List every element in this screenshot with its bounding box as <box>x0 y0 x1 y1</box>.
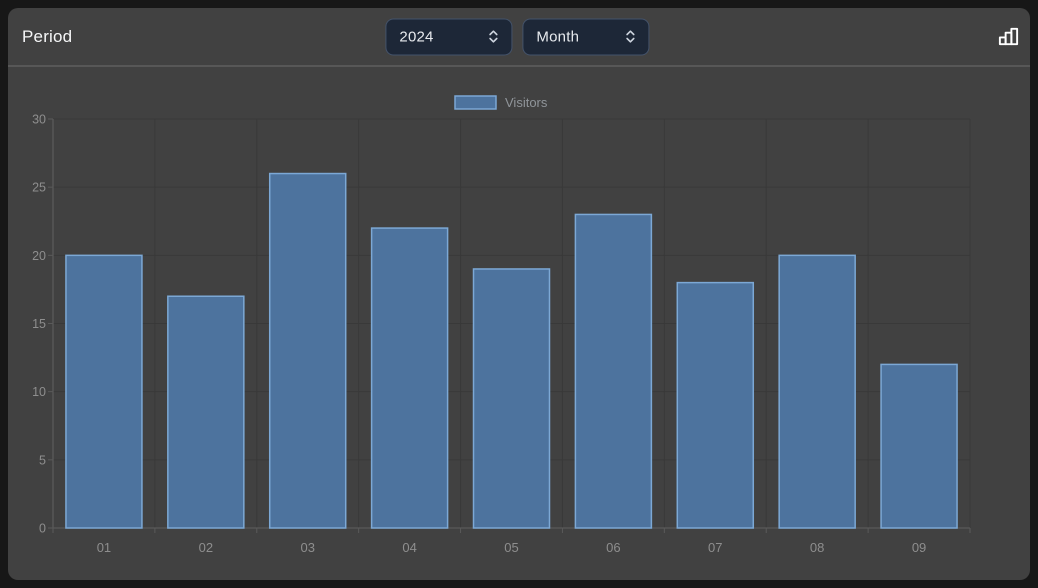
x-axis-tick-label: 04 <box>402 540 416 555</box>
x-axis-tick-label: 07 <box>708 540 722 555</box>
y-axis-tick-label: 30 <box>32 113 46 127</box>
y-axis-tick-label: 20 <box>32 249 46 263</box>
year-select-value: 2024 <box>399 28 434 45</box>
bar-03 <box>268 172 347 529</box>
x-axis-tick-label: 09 <box>912 540 926 555</box>
chevrons-up-down-icon <box>622 29 638 45</box>
bar-04 <box>370 227 449 529</box>
x-axis-tick-label: 08 <box>810 540 824 555</box>
y-axis-tick-label: 0 <box>39 522 46 536</box>
panel-header: Period 2024 Month <box>8 8 1030 67</box>
page-title: Period <box>22 26 73 46</box>
granularity-select[interactable]: Month <box>522 18 650 55</box>
x-axis-tick-label: 06 <box>606 540 620 555</box>
bar-09 <box>880 363 958 529</box>
granularity-select-value: Month <box>536 28 580 45</box>
bar-05 <box>472 268 551 529</box>
y-axis-tick-label: 15 <box>32 317 46 331</box>
bar-chart-icon[interactable] <box>994 23 1022 51</box>
x-axis-tick-label: 03 <box>300 540 314 555</box>
bar-08 <box>778 254 856 529</box>
bar-07 <box>676 281 755 529</box>
legend-swatch <box>454 95 497 110</box>
x-axis-tick-label: 02 <box>199 540 213 555</box>
legend-label: Visitors <box>505 95 548 110</box>
chevrons-up-down-icon <box>485 29 501 45</box>
period-panel: Period 2024 Month <box>8 8 1030 580</box>
x-axis-tick-label: 01 <box>97 540 111 555</box>
x-axis-tick-label: 05 <box>504 540 518 555</box>
bar-01 <box>65 254 143 529</box>
visitors-bar-chart: Visitors 0 5 10 15 20 25 30 01 02 03 04 05 06 07 08 09 <box>8 67 1030 578</box>
period-controls: 2024 Month <box>385 18 650 55</box>
bar-06 <box>574 213 653 529</box>
year-select[interactable]: 2024 <box>385 18 513 55</box>
bar-02 <box>167 295 245 529</box>
y-axis-tick-label: 10 <box>32 385 46 399</box>
y-axis-tick-label: 5 <box>39 453 46 467</box>
y-axis-tick-label: 25 <box>32 181 46 195</box>
